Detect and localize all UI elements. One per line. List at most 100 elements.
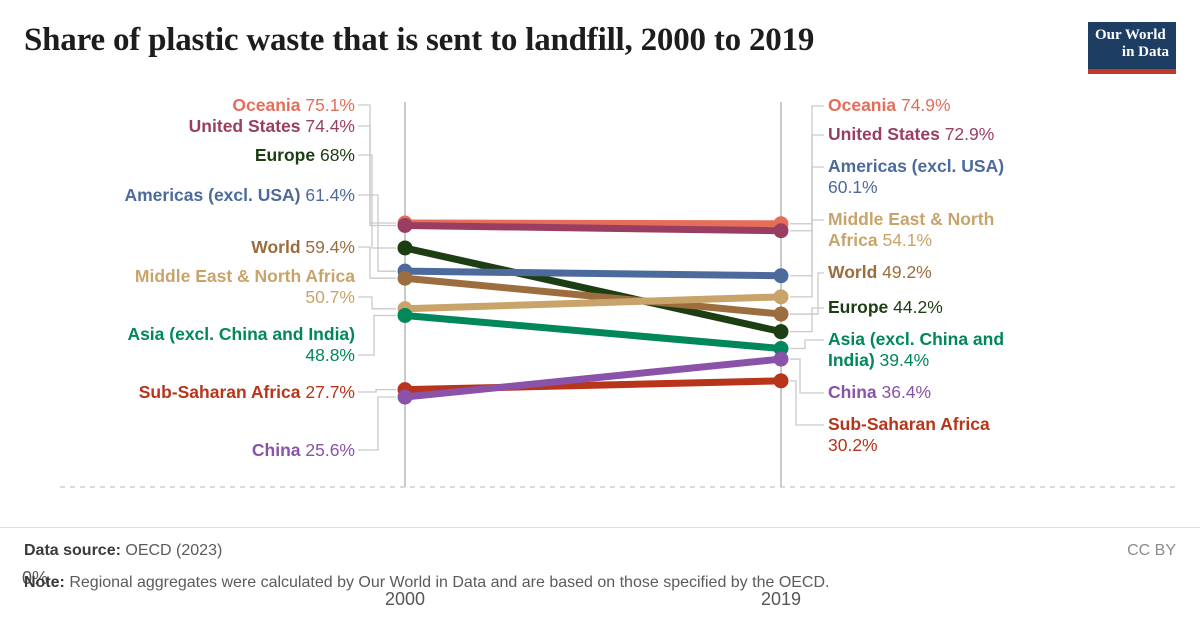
slope-chart-svg (60, 102, 1180, 488)
series-point-end[interactable] (773, 373, 789, 389)
label-value: 48.8% (305, 345, 355, 365)
chart-note-value: Regional aggregates were calculated by O… (69, 574, 830, 591)
left-label-asia-excl-china-and-india[interactable]: Asia (excl. China and India) 48.8% (115, 324, 355, 366)
label-name: World (828, 262, 883, 282)
label-name: Sub-Saharan Africa (828, 414, 990, 434)
label-name: China (828, 382, 882, 402)
label-value: 39.4% (879, 350, 930, 370)
left-label-sub-saharan-africa[interactable]: Sub-Saharan Africa 27.7% (115, 382, 355, 403)
series-line[interactable] (401, 293, 785, 313)
right-label-china[interactable]: China 36.4% (828, 382, 1043, 403)
label-name: Europe (254, 145, 320, 165)
slope-chart-plot-area: 0% 2000 2019 Oceania 75.1% United States … (0, 92, 1200, 609)
x-axis-tick-2000: 2000 (384, 589, 426, 609)
series-line[interactable] (401, 244, 785, 336)
series-point-end[interactable] (773, 351, 789, 367)
right-label-oceania[interactable]: Oceania 74.9% (828, 95, 1043, 116)
x-axis-tick-2019: 2019 (760, 589, 802, 609)
left-label-world[interactable]: World 59.4% (115, 237, 355, 258)
series-europe[interactable] (397, 240, 789, 340)
left-connector-8 (358, 396, 396, 451)
our-world-in-data-logo[interactable]: Our World in Data (1088, 22, 1176, 74)
left-label-americas-excl-usa[interactable]: Americas (excl. USA) 61.4% (115, 185, 355, 206)
left-label-europe[interactable]: Europe 68% (115, 145, 355, 166)
label-name: World (251, 237, 306, 257)
right-connector-5 (790, 307, 824, 333)
series-line[interactable] (401, 267, 785, 280)
label-value: 27.7% (305, 382, 355, 402)
series-point-end[interactable] (773, 223, 789, 239)
left-connector-6 (358, 314, 396, 356)
series-point-end[interactable] (773, 289, 789, 305)
right-label-middle-east-north-africa[interactable]: Middle East & North Africa 54.1% (828, 209, 1043, 251)
left-label-united-states[interactable]: United States 74.4% (115, 116, 355, 137)
label-value: 59.4% (305, 237, 355, 257)
data-source-value[interactable]: OECD (2023) (125, 542, 223, 559)
label-name: China (251, 440, 306, 460)
data-source-label: Data source: (24, 542, 121, 559)
chart-footer: Data source: OECD (2023) Note: Regional … (0, 527, 1200, 628)
right-label-asia-excl-china-and-india[interactable]: Asia (excl. China and India) 39.4% (828, 329, 1043, 371)
series-line[interactable] (401, 355, 785, 401)
series-china[interactable] (397, 351, 789, 405)
series-point-end[interactable] (773, 306, 789, 322)
license-badge[interactable]: CC BY (1127, 542, 1176, 559)
left-label-china[interactable]: China 25.6% (115, 440, 355, 461)
y-axis-tick-zero: 0% (22, 568, 49, 588)
left-label-oceania[interactable]: Oceania 75.1% (115, 95, 355, 116)
label-name: Asia (excl. China and India) (127, 324, 355, 344)
label-value: 25.6% (305, 440, 355, 460)
label-value: 49.2% (882, 262, 932, 282)
series-point-start[interactable] (397, 217, 413, 233)
label-name: United States (828, 124, 945, 144)
right-connector-8 (790, 380, 824, 426)
label-name: Sub-Saharan Africa (138, 382, 306, 402)
chart-header: Share of plastic waste that is sent to l… (0, 0, 1200, 92)
label-value: 61.4% (305, 185, 355, 205)
label-name: United States (188, 116, 306, 136)
series-line[interactable] (401, 221, 785, 235)
label-value: 74.4% (305, 116, 355, 136)
right-label-world[interactable]: World 49.2% (828, 262, 1043, 283)
series-asia-excl-china-and-india[interactable] (397, 307, 789, 357)
label-name: Asia (excl. China and India) (828, 329, 1005, 370)
label-name: Oceania (232, 95, 306, 115)
series-united-states[interactable] (397, 217, 789, 239)
series-line[interactable] (401, 274, 785, 318)
right-label-americas-excl-usa[interactable]: Americas (excl. USA) 60.1% (828, 156, 1043, 198)
right-connector-0 (790, 105, 824, 225)
right-label-europe[interactable]: Europe 44.2% (828, 297, 1043, 318)
right-connector-3 (790, 219, 824, 298)
series-point-end[interactable] (773, 324, 789, 340)
series-point-end[interactable] (773, 341, 789, 357)
page-title: Share of plastic waste that is sent to l… (24, 22, 815, 58)
label-name: Americas (excl. USA) (828, 156, 1005, 176)
logo-line-2: in Data (1121, 44, 1169, 60)
series-point-start[interactable] (397, 270, 413, 286)
right-connector-1 (790, 134, 824, 232)
left-connector-0 (358, 104, 396, 224)
label-value: 60.1% (828, 177, 878, 197)
label-value: 36.4% (881, 382, 932, 402)
series-line[interactable] (401, 311, 785, 353)
series-point-start[interactable] (397, 240, 413, 256)
right-connector-2 (790, 166, 824, 277)
left-connector-7 (358, 388, 396, 393)
logo-line-1: Our World (1095, 27, 1166, 43)
right-label-sub-saharan-africa[interactable]: Sub-Saharan Africa 30.2% (828, 414, 1043, 456)
label-name: Middle East & North Africa (828, 209, 995, 250)
left-label-middle-east-north-africa[interactable]: Middle East & North Africa 50.7% (115, 266, 355, 308)
chart-note-label: Note: (24, 574, 65, 591)
left-connector-5 (358, 296, 396, 310)
label-name: Europe (828, 297, 894, 317)
label-value: 44.2% (893, 297, 943, 317)
series-point-start[interactable] (397, 307, 413, 323)
series-world[interactable] (397, 270, 789, 322)
label-value: 30.2% (828, 435, 878, 455)
series-point-start[interactable] (397, 389, 413, 405)
right-label-united-states[interactable]: United States 72.9% (828, 124, 1043, 145)
series-point-end[interactable] (773, 268, 789, 284)
label-value: 74.9% (900, 95, 951, 115)
label-name: Middle East & North Africa (134, 266, 355, 286)
label-value: 72.9% (944, 124, 995, 144)
